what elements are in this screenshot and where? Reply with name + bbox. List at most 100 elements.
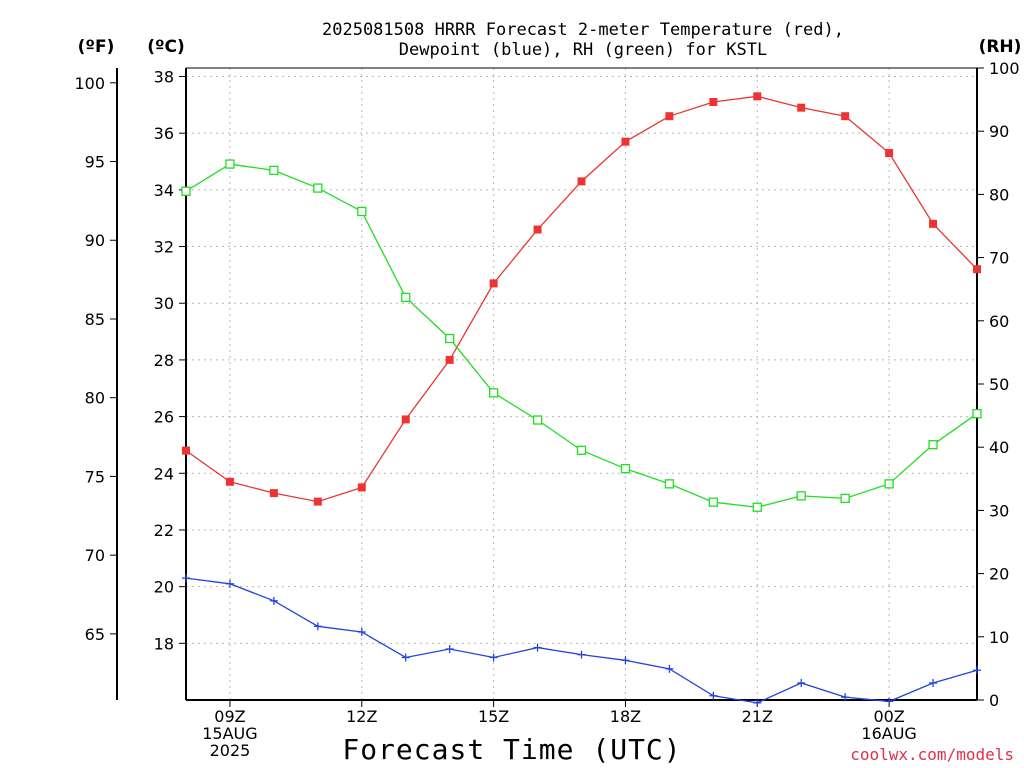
rh-point: [972, 409, 982, 419]
temperature-point: [753, 92, 762, 101]
x-tick-label: 16AUG: [861, 724, 916, 743]
dewpoint-point: [753, 698, 762, 707]
dewpoint-point: [577, 650, 586, 659]
x-tick-label: 21Z: [742, 707, 773, 726]
temperature-point: [445, 355, 454, 364]
rh-point: [796, 491, 806, 501]
rh-tick-label: 50: [989, 375, 1009, 394]
x-tick-label: 12Z: [346, 707, 377, 726]
temperature-point: [225, 477, 234, 486]
celsius-tick-label: 20: [154, 578, 174, 597]
temperature-point: [709, 98, 718, 107]
rh-tick-label: 70: [989, 249, 1009, 268]
rh-tick-label: 30: [989, 501, 1009, 520]
rh-axis-unit: (RH): [979, 37, 1022, 57]
temperature-point: [665, 112, 674, 121]
x-tick-label: 09Z: [214, 707, 245, 726]
watermark-text: coolwx.com/models: [850, 745, 1014, 764]
celsius-tick-label: 18: [154, 634, 174, 653]
dewpoint-point: [841, 693, 850, 702]
dewpoint-point: [445, 644, 454, 653]
fahrenheit-tick-label: 80: [85, 389, 105, 408]
temperature-point: [929, 219, 938, 228]
temperature-point: [621, 137, 630, 146]
fahrenheit-tick-label: 90: [85, 231, 105, 250]
dewpoint-point: [313, 622, 322, 631]
rh-tick-label: 0: [989, 691, 999, 710]
temperature-point: [841, 112, 850, 121]
grid-lines: [186, 68, 977, 700]
dewpoint-point: [225, 579, 234, 588]
dewpoint-point: [885, 697, 894, 706]
temperature-point: [313, 497, 322, 506]
x-tick-label: 2025: [210, 741, 251, 760]
celsius-tick-label: 34: [154, 181, 174, 200]
x-tick-label: 18Z: [610, 707, 641, 726]
fahrenheit-tick-label: 100: [74, 74, 105, 93]
celsius-tick-label: 30: [154, 294, 174, 313]
rh-point: [357, 206, 367, 217]
temperature-point: [182, 446, 190, 455]
dewpoint-point: [797, 678, 806, 687]
temperature-point: [401, 415, 410, 424]
dewpoint-point: [401, 653, 410, 662]
temperature-point: [973, 265, 981, 274]
celsius-axis-unit: (ºC): [147, 37, 185, 57]
rh-tick-label: 80: [989, 185, 1009, 204]
dewpoint-point: [973, 666, 981, 675]
rh-tick-label: 90: [989, 122, 1009, 141]
rh-point: [664, 479, 675, 489]
axes: 1820222426283032343638657075808590951000…: [74, 59, 1019, 760]
celsius-tick-label: 26: [154, 408, 174, 427]
rh-tick-label: 20: [989, 565, 1009, 584]
rh-point: [708, 497, 718, 507]
dewpoint-point: [269, 596, 278, 605]
dewpoint-point: [709, 691, 718, 700]
dewpoint-point: [929, 678, 938, 687]
dewpoint-point: [182, 574, 190, 583]
chart-title-line2: Dewpoint (blue), RH (green) for KSTL: [399, 40, 767, 60]
series-line-dewpoint: [185, 577, 978, 704]
rh-point: [840, 493, 850, 504]
rh-point: [181, 186, 191, 196]
celsius-tick-label: 22: [154, 521, 174, 540]
temperature-point: [577, 177, 586, 186]
rh-tick-label: 100: [989, 59, 1020, 78]
rh-point: [884, 479, 894, 489]
fahrenheit-tick-label: 70: [85, 546, 105, 565]
series-line-rh: [185, 163, 978, 508]
celsius-tick-label: 38: [154, 68, 174, 87]
series-line-temperature: [185, 95, 978, 503]
rh-tick-label: 40: [989, 438, 1009, 457]
fahrenheit-tick-label: 65: [85, 625, 105, 644]
rh-point: [576, 445, 587, 456]
temperature-point: [269, 489, 278, 498]
temperature-point: [357, 483, 366, 492]
rh-point: [752, 502, 762, 512]
chart-title-line1: 2025081508 HRRR Forecast 2-meter Tempera…: [322, 20, 844, 40]
x-tick-label: 15Z: [478, 707, 509, 726]
dewpoint-point: [489, 653, 498, 662]
fahrenheit-tick-label: 75: [85, 467, 105, 486]
temperature-point: [797, 103, 806, 112]
fahrenheit-tick-label: 85: [85, 310, 105, 329]
rh-point: [401, 292, 411, 303]
dewpoint-point: [357, 627, 366, 636]
rh-tick-label: 10: [989, 628, 1009, 647]
fahrenheit-tick-label: 95: [85, 153, 105, 172]
celsius-tick-label: 32: [154, 238, 174, 257]
temperature-point: [533, 225, 542, 234]
celsius-tick-label: 24: [154, 464, 174, 483]
dewpoint-point: [621, 656, 630, 665]
data-series: [181, 92, 982, 707]
rh-point: [445, 333, 455, 344]
rh-point: [313, 183, 323, 193]
celsius-tick-label: 28: [154, 351, 174, 370]
temperature-point: [489, 279, 498, 288]
rh-tick-label: 60: [989, 312, 1009, 331]
x-axis-label: Forecast Time (UTC): [342, 733, 681, 766]
dewpoint-point: [665, 664, 674, 673]
rh-point: [532, 415, 543, 425]
rh-point: [928, 440, 938, 450]
